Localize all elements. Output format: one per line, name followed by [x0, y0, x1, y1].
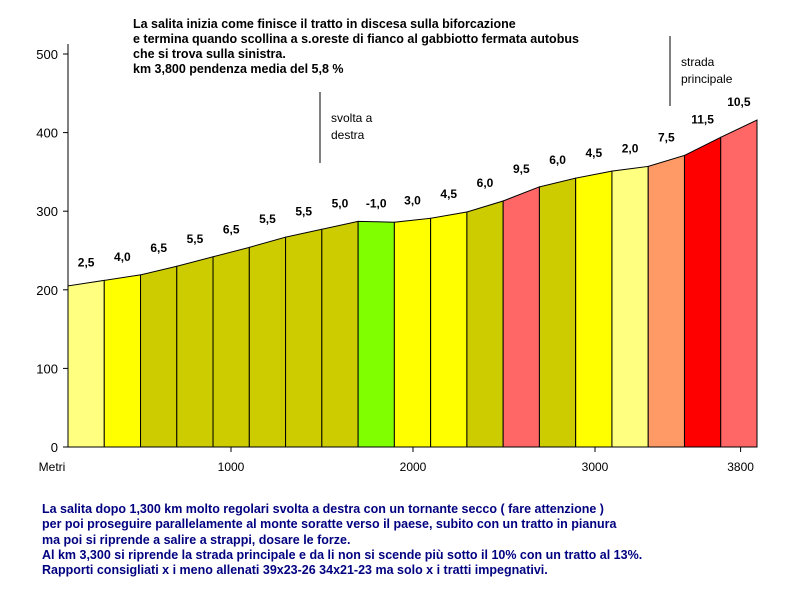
profile-segment	[575, 170, 613, 448]
gradient-label: 4,0	[114, 250, 131, 264]
chart-title: La salita inizia come finisce il tratto …	[133, 17, 579, 77]
profile-segment	[720, 119, 758, 448]
description-line: ma poi si riprende a salire a strappi, d…	[42, 532, 351, 547]
y-tick-label: 200	[36, 283, 58, 298]
description-line: Rapporti consigliati x i meno allenati 3…	[42, 563, 548, 578]
x-tick-label: 3800	[727, 460, 754, 474]
gradient-label: 11,5	[691, 112, 714, 126]
gradient-label: 3,0	[404, 193, 421, 207]
profile-segment	[212, 246, 250, 448]
y-tick-label: 0	[51, 440, 58, 455]
gradient-label: 4,5	[585, 146, 602, 160]
y-tick-label: 400	[36, 126, 58, 141]
gradient-label: 6,0	[549, 153, 566, 167]
gradient-label: 5,5	[259, 212, 276, 226]
gradient-label: 6,0	[477, 176, 494, 190]
y-tick-label: 300	[36, 204, 58, 219]
x-tick-label: 3000	[582, 460, 609, 474]
x-axis-label: Metri	[39, 460, 66, 474]
gradient-label: 4,5	[440, 187, 457, 201]
gradient-label: 2,5	[78, 255, 95, 269]
profile-segment	[285, 228, 323, 448]
gradient-label: 6,5	[223, 222, 240, 236]
profile-segment	[538, 177, 577, 448]
title-line: La salita inizia come finisce il tratto …	[133, 17, 516, 31]
annotation-text: strada	[681, 55, 715, 69]
title-line: e termina quando scollina a s.oreste di …	[133, 32, 579, 46]
profile-segment	[67, 279, 105, 448]
profile-segment	[502, 186, 540, 448]
x-tick-label: 1000	[218, 460, 245, 474]
gradient-label: -1,0	[366, 196, 387, 210]
profile-segment	[466, 200, 504, 448]
gradient-label: 7,5	[658, 130, 675, 144]
x-tick-label: 2000	[400, 460, 427, 474]
profile-segment	[103, 274, 142, 448]
gradient-label: 6,5	[150, 241, 167, 255]
profile-segment	[321, 220, 359, 448]
description-line: La salita dopo 1,300 km molto regolari s…	[42, 502, 604, 516]
profile-segment	[683, 136, 722, 448]
gradient-label: 9,5	[513, 162, 530, 176]
gradient-label: 5,0	[332, 196, 349, 210]
annotation-text: svolta a	[331, 111, 373, 125]
annotation-text: destra	[331, 128, 365, 142]
description-text: La salita dopo 1,300 km molto regolari s…	[42, 502, 642, 578]
annotation-text: principale	[681, 72, 733, 86]
title-line: che si trova sulla sinistra.	[133, 47, 286, 61]
profile-segment	[357, 220, 395, 448]
description-line: Al km 3,300 si riprende la strada princi…	[42, 547, 643, 562]
gradient-label: 10,5	[727, 95, 751, 109]
y-tick-label: 100	[36, 361, 58, 376]
profile-segment	[647, 154, 685, 448]
title-line: km 3,800 pendenza media del 5,8 %	[133, 62, 344, 76]
profile-segment	[430, 211, 468, 448]
y-tick-label: 500	[36, 47, 58, 62]
description-line: per poi proseguire parallelamente al mon…	[42, 517, 617, 532]
profile-segment	[140, 265, 178, 448]
profile-segment	[611, 165, 649, 448]
profile-segment	[393, 217, 432, 448]
profile-segment	[248, 236, 287, 448]
profile-segment	[176, 256, 214, 448]
gradient-label: 5,5	[187, 232, 204, 246]
gradient-label: 5,5	[295, 204, 312, 218]
gradient-label: 2,0	[622, 141, 639, 155]
